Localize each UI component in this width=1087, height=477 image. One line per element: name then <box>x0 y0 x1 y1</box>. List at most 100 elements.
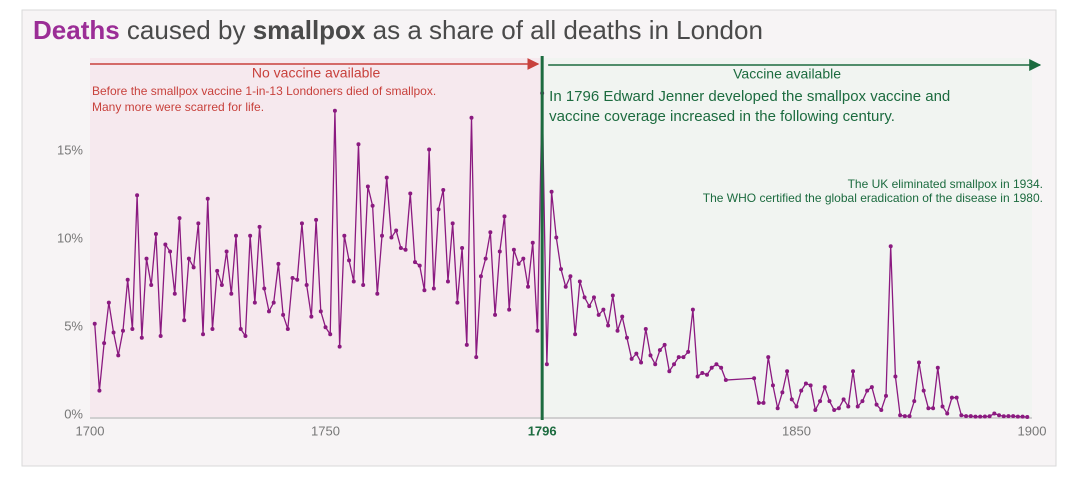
data-point <box>248 233 253 238</box>
data-point <box>1011 414 1016 419</box>
data-point <box>243 334 248 339</box>
data-point <box>954 395 959 400</box>
data-point <box>700 371 705 375</box>
data-point <box>266 309 271 314</box>
x-tick-label: 1850 <box>782 423 811 438</box>
data-point <box>111 330 116 335</box>
data-point <box>474 355 479 360</box>
data-point <box>257 224 262 229</box>
data-point <box>130 327 135 331</box>
data-point <box>365 184 370 189</box>
data-point <box>662 342 667 347</box>
data-point <box>168 249 173 254</box>
data-point <box>1001 414 1006 419</box>
data-point <box>394 228 399 233</box>
y-tick-label: 15% <box>57 142 83 157</box>
post-vaccine-region <box>542 58 1032 417</box>
data-point <box>620 314 625 319</box>
data-point <box>210 327 215 331</box>
chart-title: Deaths caused by smallpox as a share of … <box>33 15 763 45</box>
data-point <box>163 242 168 247</box>
data-point <box>719 365 724 370</box>
data-point <box>403 247 408 252</box>
data-point <box>672 362 677 367</box>
data-point <box>803 381 808 386</box>
data-point <box>135 193 140 198</box>
data-point <box>869 385 874 390</box>
data-point <box>290 275 295 280</box>
data-point <box>879 407 884 412</box>
data-point <box>785 369 790 374</box>
data-point <box>328 332 333 337</box>
data-point <box>615 328 620 333</box>
annotation: The WHO certified the global eradication… <box>703 191 1043 205</box>
data-point <box>587 304 592 309</box>
y-tick-label: 10% <box>57 230 83 245</box>
data-point <box>507 307 512 312</box>
data-point <box>323 325 328 330</box>
data-point <box>356 142 361 147</box>
data-point <box>478 274 483 279</box>
data-point <box>238 327 243 331</box>
y-tick-label: 5% <box>64 318 83 333</box>
data-point <box>935 365 940 370</box>
data-point <box>544 362 549 367</box>
data-point <box>978 414 983 419</box>
data-point <box>408 191 413 196</box>
data-point <box>686 349 691 354</box>
data-point <box>337 344 342 349</box>
data-point <box>893 374 898 379</box>
x-tick-label: 1900 <box>1018 423 1047 438</box>
data-point <box>841 397 846 402</box>
data-point <box>102 341 107 346</box>
data-point <box>483 256 488 261</box>
data-point <box>1006 414 1011 419</box>
data-point <box>351 279 356 284</box>
data-point <box>488 230 493 235</box>
data-point <box>705 372 710 377</box>
data-point <box>441 187 446 192</box>
data-point <box>846 404 851 409</box>
data-point <box>982 414 987 419</box>
data-point <box>549 189 554 194</box>
data-point <box>412 260 417 265</box>
data-point <box>756 400 761 405</box>
data-point <box>945 411 950 416</box>
data-point <box>224 249 229 254</box>
data-point <box>648 353 653 358</box>
x-tick-label: 1750 <box>311 423 340 438</box>
data-point <box>855 404 860 409</box>
data-point <box>973 414 978 419</box>
data-point <box>563 284 568 289</box>
data-point <box>554 235 559 240</box>
data-point <box>281 312 286 317</box>
data-point <box>464 342 469 347</box>
data-point <box>380 233 385 238</box>
annotation: In 1796 Edward Jenner developed the smal… <box>549 88 950 105</box>
data-point <box>144 256 149 261</box>
data-point <box>535 328 540 333</box>
annotation: No vaccine available <box>252 65 381 81</box>
data-point <box>921 388 926 393</box>
data-point <box>262 286 267 291</box>
data-point <box>559 267 563 272</box>
data-point <box>304 283 309 287</box>
data-point <box>309 314 314 319</box>
data-point <box>634 351 639 356</box>
data-point <box>883 393 888 398</box>
data-point <box>493 312 498 317</box>
data-point <box>1025 415 1030 419</box>
data-point <box>521 256 526 261</box>
data-point <box>229 291 234 296</box>
data-point <box>172 291 177 296</box>
data-point <box>234 233 239 238</box>
data-point <box>347 258 352 263</box>
data-point <box>799 388 804 393</box>
data-point <box>818 399 823 404</box>
data-point <box>384 175 389 180</box>
data-point <box>709 365 714 370</box>
data-point <box>912 399 917 404</box>
data-point <box>949 395 954 400</box>
data-point <box>808 383 813 388</box>
data-point <box>153 231 158 236</box>
